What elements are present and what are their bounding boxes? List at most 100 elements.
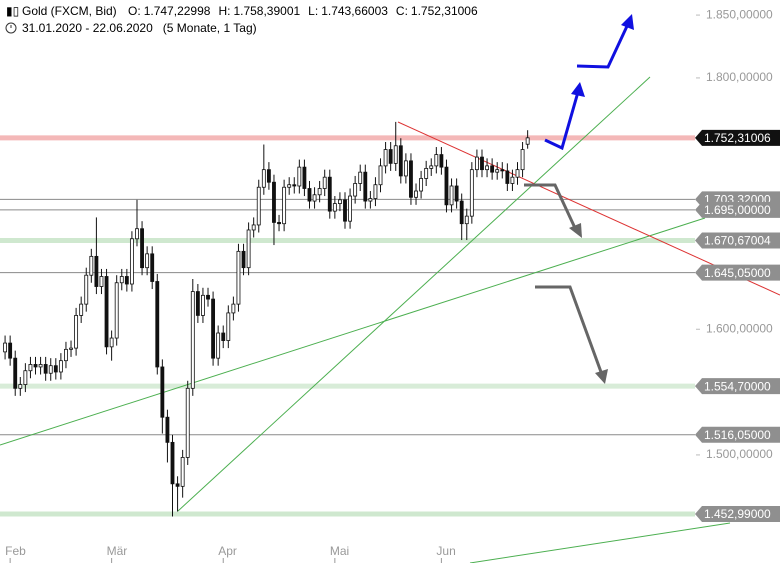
candle-body <box>43 364 48 374</box>
candle-body <box>261 169 266 188</box>
level-label: 1.645,05000 <box>704 266 771 280</box>
arrow-head <box>569 223 582 238</box>
candle-body <box>378 165 383 186</box>
candle-body <box>307 188 312 202</box>
candle-body <box>439 154 444 168</box>
candle-body <box>403 160 408 177</box>
candle-body <box>515 169 520 178</box>
candle-body <box>474 156 479 171</box>
y-tick-label: 1.850,00000 <box>706 7 773 21</box>
arrow <box>524 183 577 229</box>
arrow-head <box>595 369 608 384</box>
period: (5 Monate, 1 Tag) <box>163 21 257 35</box>
candle-body <box>282 186 287 225</box>
candle-body <box>190 291 195 389</box>
candle-body <box>74 315 79 349</box>
ohlc-key: H: <box>218 4 230 18</box>
candle-body <box>480 156 484 171</box>
level-box <box>695 426 780 443</box>
candle-body <box>8 342 13 359</box>
candle-body <box>322 176 327 189</box>
candle-body <box>13 357 18 389</box>
level-box <box>695 506 780 523</box>
x-tick-label: Jun <box>436 544 455 558</box>
candle-body <box>145 253 150 269</box>
candle-body <box>160 366 165 418</box>
candle-body <box>449 185 454 206</box>
candle-body <box>165 416 170 443</box>
candle-body <box>292 184 297 187</box>
candles <box>3 121 530 517</box>
candle-body <box>338 199 342 204</box>
candle-body <box>246 229 251 269</box>
candle-body <box>175 483 180 487</box>
candle-body <box>434 154 439 167</box>
candle-body <box>266 169 271 183</box>
candle-body <box>38 364 43 368</box>
candle-body <box>18 384 23 389</box>
trend-line <box>0 217 706 446</box>
candle-body <box>495 169 500 173</box>
candle-body <box>454 185 459 202</box>
ohlc-key: O: <box>128 4 141 18</box>
candle-body <box>343 199 347 222</box>
ohlc-value: 1.747,22998 <box>144 4 211 18</box>
candle-body <box>53 365 58 373</box>
level-label: 1.554,70000 <box>704 379 771 393</box>
arrow-head <box>621 14 634 30</box>
level-label: 1.695,00000 <box>704 203 771 217</box>
level-box <box>695 264 780 281</box>
arrow <box>535 285 603 373</box>
candle-body <box>520 149 525 171</box>
candle-body <box>119 276 124 284</box>
candle-body <box>3 342 7 353</box>
candle-body <box>353 183 358 197</box>
candle-body <box>525 137 530 145</box>
candle-body <box>409 160 413 198</box>
candle-body <box>459 200 464 225</box>
candle-body <box>302 166 307 189</box>
candle-body <box>358 171 363 184</box>
candle-body <box>348 195 352 222</box>
level-label: 1.752,31006 <box>704 131 771 145</box>
ohlc-value: 1.758,39001 <box>233 4 300 18</box>
level-box <box>695 201 780 218</box>
candle-body <box>221 332 226 341</box>
y-tick-label: 1.800,00000 <box>706 70 773 84</box>
level-box <box>695 129 780 146</box>
candle-body <box>368 198 373 202</box>
arrow <box>544 91 580 151</box>
candle-body <box>79 303 84 316</box>
x-tick-label: Feb <box>5 544 26 558</box>
candle-body <box>48 365 53 374</box>
x-tick-label: Mai <box>330 544 349 558</box>
header: ▮▯ Gold (FXCM, Bid) O: 1.747,22998 H: 1.758… <box>5 4 478 35</box>
candle-body <box>332 203 337 212</box>
candle-body <box>327 176 332 212</box>
candle-body <box>99 276 104 287</box>
candle-body <box>135 228 139 240</box>
candle-body <box>256 186 261 226</box>
candle-body <box>211 298 216 359</box>
candle-body <box>23 370 28 385</box>
candle-body <box>58 360 63 373</box>
candle-body <box>140 228 144 269</box>
ohlc-value: 1.752,31006 <box>411 4 478 18</box>
title: Gold (FXCM, Bid) <box>22 4 117 18</box>
candle-body <box>64 348 68 362</box>
candle-body <box>490 165 495 173</box>
axes: 1.850,00000 1.800,00000 1.600,00000 1.500,0… <box>5 7 780 563</box>
candle-body <box>272 181 276 223</box>
candle-body <box>510 176 515 184</box>
candle-body <box>388 149 393 164</box>
candle-body <box>312 194 317 202</box>
arrow <box>576 23 630 69</box>
candle-body <box>393 145 398 164</box>
candle-body <box>201 294 205 316</box>
candle-body <box>185 387 190 458</box>
candle-body <box>241 250 246 269</box>
x-tick-label: Mär <box>107 544 128 558</box>
candle-body <box>424 167 429 179</box>
candle-body <box>505 170 510 184</box>
